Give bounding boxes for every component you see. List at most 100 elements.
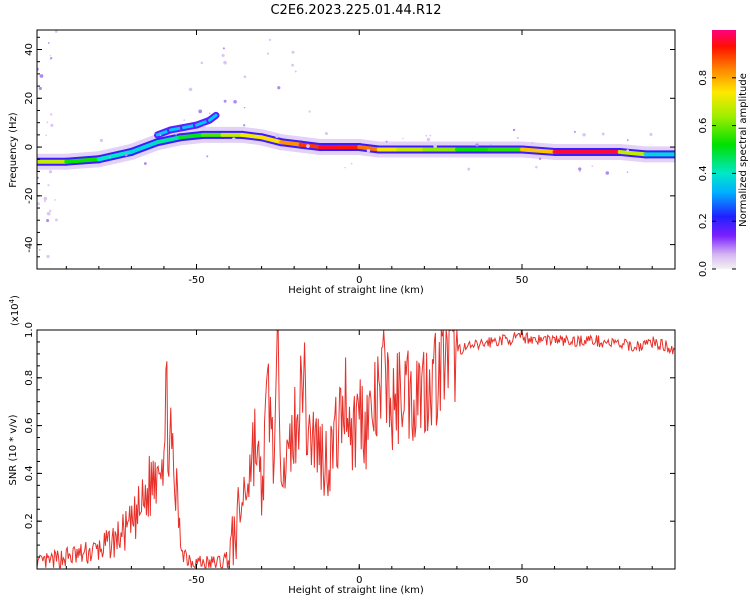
noise-speck (47, 42, 50, 44)
y-tick-label: -40 (24, 236, 35, 252)
noise-speck (467, 167, 471, 171)
noise-speck (535, 165, 538, 169)
noise-speck (46, 219, 50, 223)
x-tick-label: 0 (356, 575, 362, 586)
colorbar-scale (712, 30, 736, 269)
noise-speck (591, 165, 594, 168)
noise-speck (183, 119, 186, 122)
noise-speck (54, 30, 58, 33)
y-tick-label: 0.8 (24, 370, 35, 386)
y-tick-label: 20 (24, 92, 35, 105)
snr-scale-label: (x104) (8, 295, 21, 326)
noise-speck (490, 144, 492, 146)
colorbar-label: Normalized spectral amplitude (738, 73, 749, 227)
ridge-segment (178, 132, 206, 140)
noise-speck (49, 58, 52, 61)
noise-speck (54, 218, 58, 222)
noise-speck (516, 136, 520, 140)
noise-speck (54, 199, 56, 201)
noise-speck (200, 61, 204, 65)
y-tick-label: 0.4 (24, 465, 35, 481)
x-tick-label: 50 (516, 275, 529, 286)
colorbar-tick-label: 0.2 (698, 213, 709, 229)
ridge-segment (64, 157, 101, 164)
snr-line (37, 330, 675, 569)
noise-speck (46, 254, 50, 259)
noise-speck (578, 170, 581, 173)
colorbar-tick-label: 0.0 (698, 261, 709, 277)
noise-speck (223, 60, 227, 65)
noise-speck (366, 148, 371, 153)
noise-speck (268, 38, 272, 42)
noise-speck (475, 143, 479, 147)
noise-speck (277, 86, 281, 90)
noise-speck (46, 121, 49, 124)
y-tick-label: 0.6 (24, 418, 35, 434)
ridge-segment (298, 142, 323, 150)
noise-speck (306, 144, 310, 148)
noise-speck (582, 133, 586, 137)
noise-speck (266, 52, 270, 55)
noise-speck (175, 133, 178, 136)
noise-speck (39, 74, 44, 78)
noise-speck (37, 202, 40, 206)
noise-speck (626, 171, 629, 173)
noise-speck (433, 144, 437, 148)
ridge-segment (520, 147, 557, 154)
noise-speck (221, 53, 225, 58)
noise-speck (232, 137, 236, 141)
noise-speck (198, 109, 203, 114)
noise-speck (50, 113, 53, 116)
x-tick-label: 0 (356, 275, 362, 286)
noise-speck (188, 87, 193, 92)
ridge-segment (155, 135, 183, 145)
noise-speck (429, 134, 432, 137)
colorbar-tick-label: 0.8 (698, 70, 709, 86)
noise-speck (124, 153, 128, 157)
figure-title: C2E6.2023.225.01.44.R12 (270, 3, 441, 18)
noise-speck (385, 140, 388, 143)
noise-speck (43, 200, 46, 203)
ridge-segment (617, 149, 648, 157)
noise-speck (50, 123, 54, 127)
noise-speck (203, 125, 206, 128)
noise-speck (402, 137, 404, 140)
ridge-segment (357, 145, 381, 152)
noise-speck (601, 132, 605, 136)
noise-speck (46, 211, 51, 216)
spectrogram-ylabel: Frequency (Hz) (8, 112, 19, 188)
x-tick-label: -50 (188, 275, 204, 286)
noise-speck (209, 112, 211, 114)
noise-speck (308, 110, 311, 113)
noise-speck (38, 86, 42, 91)
noise-speck (626, 139, 629, 141)
spectrogram-xlabel: Height of straight line (km) (288, 285, 424, 296)
noise-speck (233, 100, 237, 104)
noise-speck (649, 132, 653, 137)
noise-speck (159, 134, 162, 136)
noise-speck (275, 134, 279, 139)
colorbar-tick-label: 0.6 (698, 118, 709, 134)
ridge-segment (279, 140, 303, 147)
noise-speck (294, 70, 297, 73)
x-tick-label: 50 (516, 575, 529, 586)
noise-speck (153, 132, 156, 135)
noise-speck (43, 196, 48, 201)
ridge-segment (259, 135, 284, 145)
spectrogram-frame (36, 29, 676, 270)
spectrogram-panel: -50 0 50 40 20 0 -20 -40 Height of straight lin… (8, 29, 676, 296)
ridge-segment (240, 132, 264, 140)
noise-speck (578, 167, 582, 171)
upper-branch-core (208, 113, 218, 122)
noise-speck (531, 141, 534, 145)
noise-speck (291, 63, 295, 67)
y-tick-label: 1.0 (24, 322, 35, 338)
noise-speck (49, 54, 52, 57)
noise-speck (605, 171, 610, 175)
x-tick-label: -50 (188, 575, 204, 586)
noise-speck (38, 249, 41, 251)
colorbar: 0.0 0.2 0.4 0.6 0.8 Normalized spectral ampl… (698, 30, 749, 277)
noise-speck (48, 170, 53, 174)
noise-speck (512, 128, 516, 132)
